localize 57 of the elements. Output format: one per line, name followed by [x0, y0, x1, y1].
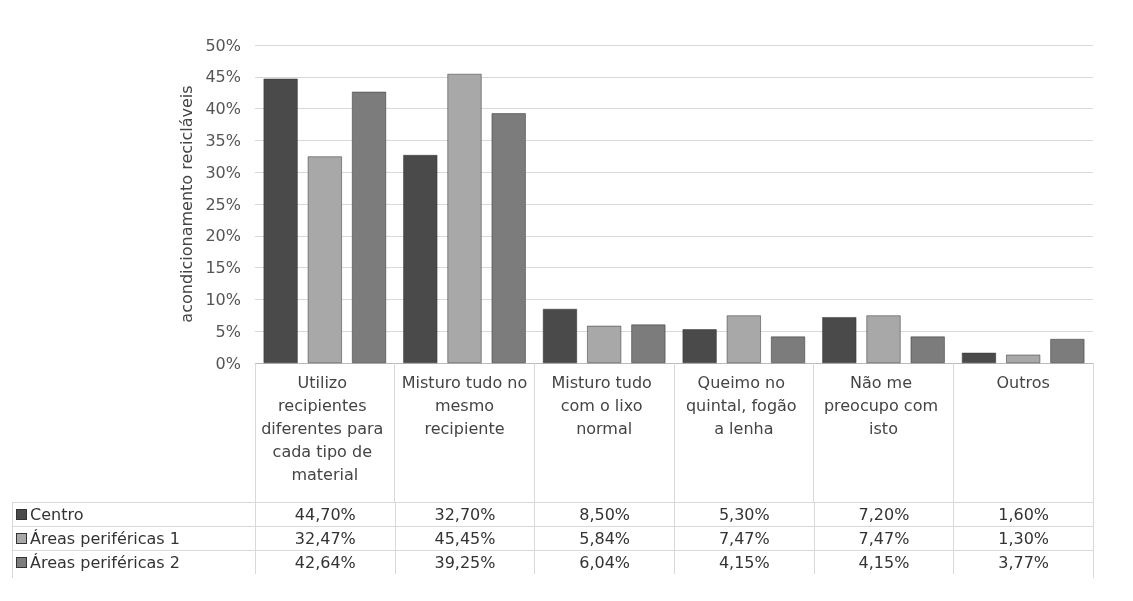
bar	[726, 315, 761, 363]
y-tick-label: 20%	[205, 226, 241, 246]
y-tick-label: 5%	[215, 321, 241, 341]
y-tick-label: 10%	[205, 289, 241, 309]
data-label: 8,50%	[534, 502, 674, 526]
y-tick-label: 30%	[205, 162, 241, 182]
bar	[447, 73, 482, 363]
data-label: 7,47%	[813, 526, 954, 550]
data-label: 7,20%	[813, 502, 954, 526]
data-label: 4,15%	[813, 550, 954, 574]
bar	[771, 336, 806, 363]
data-label: 6,04%	[534, 550, 674, 574]
y-tick-label: 15%	[205, 258, 241, 278]
bar	[1050, 339, 1085, 363]
x-tick-label: Outros	[996, 373, 1050, 392]
y-tick-label: 50%	[205, 35, 241, 55]
bar	[910, 336, 945, 363]
x-tick-label: Misturo tudo no mesmo recipiente	[401, 373, 528, 438]
bar	[587, 325, 622, 363]
data-label: 45,45%	[394, 526, 535, 550]
data-label: 5,30%	[674, 502, 814, 526]
bar	[822, 317, 857, 363]
bar	[866, 315, 901, 363]
data-label: 1,30%	[953, 526, 1093, 550]
y-tick-label: 45%	[205, 67, 241, 87]
data-label: 32,47%	[255, 526, 395, 550]
data-label: 7,47%	[674, 526, 814, 550]
y-axis-title: acondicionamento recicláveis	[177, 85, 197, 323]
bar	[403, 155, 438, 363]
data-label: 4,15%	[674, 550, 814, 574]
legend-label: Centro	[30, 503, 84, 526]
data-label: 42,64%	[255, 550, 395, 574]
bar	[542, 308, 577, 363]
data-label: 39,25%	[394, 550, 535, 574]
data-label: 1,60%	[953, 502, 1093, 526]
legend-label: Áreas periféricas 1	[30, 527, 180, 550]
bar	[352, 91, 387, 363]
x-tick-label: Queimo no quintal, fogão a lenha	[685, 373, 802, 438]
y-tick-label: 25%	[205, 194, 241, 214]
bar	[263, 78, 298, 363]
bar	[682, 329, 717, 363]
x-tick-label: Não me preocupo com isto	[823, 373, 944, 438]
y-tick-label: 0%	[215, 353, 241, 373]
data-label: 3,77%	[953, 550, 1093, 574]
data-label: 5,84%	[534, 526, 674, 550]
bar	[961, 352, 996, 363]
x-tick-label: Misturo tudo com o lixo normal	[551, 373, 657, 438]
x-tick-label: Utilizo recipientes diferentes para cada tipo de material	[261, 373, 389, 484]
bar	[307, 156, 342, 363]
legend-label: Áreas periféricas 2	[30, 551, 180, 574]
bar	[1006, 354, 1041, 363]
data-label: 32,70%	[394, 502, 535, 526]
data-label: 44,70%	[255, 502, 395, 526]
bar	[631, 324, 666, 363]
y-tick-label: 40%	[205, 99, 241, 119]
y-tick-label: 35%	[205, 130, 241, 150]
bar	[491, 113, 526, 363]
